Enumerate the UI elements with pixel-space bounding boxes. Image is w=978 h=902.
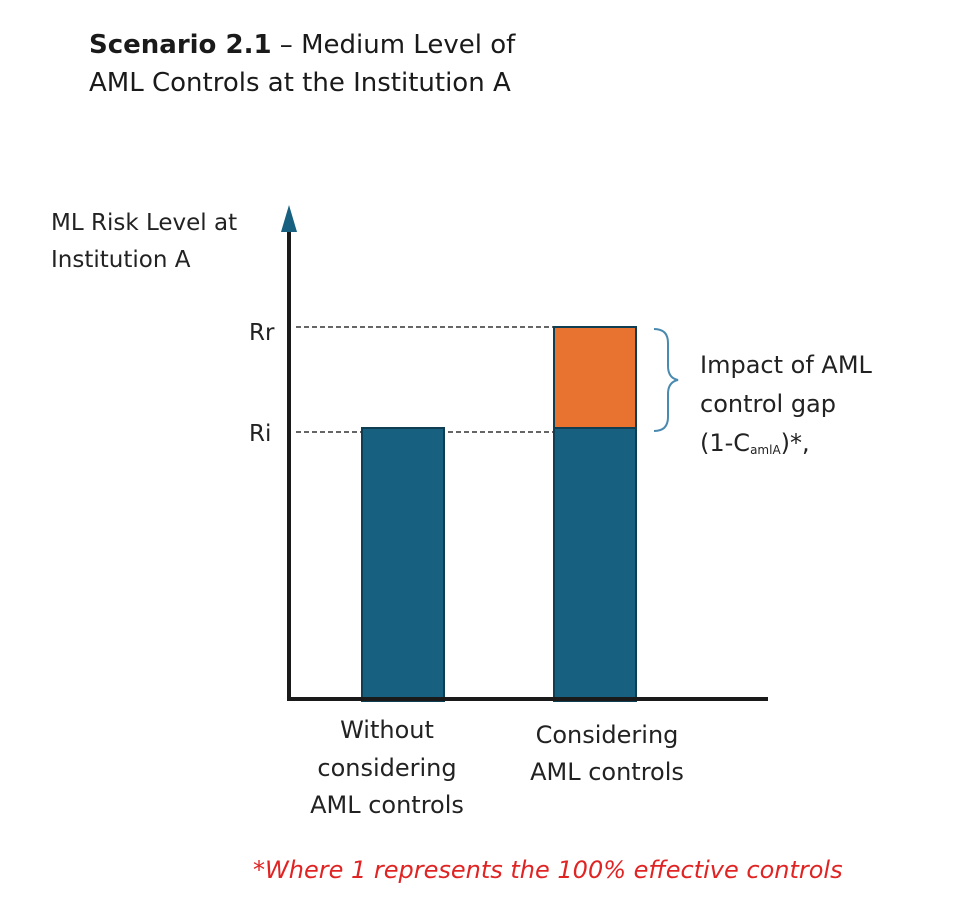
title-bold: Scenario 2.1	[89, 30, 272, 60]
x-label-bar2-line1: Considering	[536, 721, 679, 749]
curly-brace-icon	[653, 328, 679, 432]
formula-subscript: amlA	[750, 443, 781, 457]
bar-without-controls	[361, 427, 445, 702]
tick-label-ri: Ri	[249, 421, 271, 447]
x-label-bar1-line1: Without	[340, 716, 434, 744]
diagram-title: Scenario 2.1 – Medium Level of AML Contr…	[89, 26, 515, 102]
x-label-bar2-line2: AML controls	[530, 758, 684, 786]
annotation-line1: Impact of AML	[700, 351, 873, 379]
title-rest: – Medium Level of	[271, 30, 516, 60]
title-line2: AML Controls at the Institution A	[89, 68, 511, 98]
bar-considering-controls-base	[553, 427, 637, 702]
tick-label-rr: Rr	[249, 320, 275, 346]
y-axis-label-line2: Institution A	[51, 247, 191, 273]
annotation-line2: control gap	[700, 390, 836, 418]
footnote: *Where 1 represents the 100% effective c…	[253, 856, 843, 884]
bar-considering-controls-gap	[553, 326, 637, 429]
annotation-formula: (1-CamlA)*,	[700, 429, 810, 457]
formula-suffix: )*,	[781, 429, 810, 457]
x-label-bar1-line2: considering	[317, 754, 456, 782]
y-axis-arrow-icon	[281, 205, 297, 232]
formula-prefix: (1-C	[700, 429, 750, 457]
x-label-bar1-line3: AML controls	[310, 791, 464, 819]
y-axis-label-line1: ML Risk Level at	[51, 210, 237, 236]
